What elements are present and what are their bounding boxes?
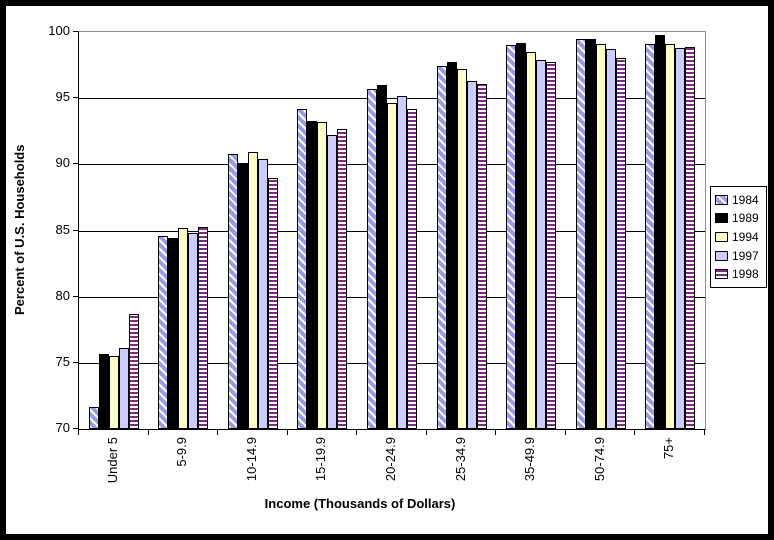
bar-1994-35-49.9 [526, 52, 536, 429]
x-category-label-25-34.9: 25-34.9 [453, 437, 468, 482]
y-tick-label-90: 90 [55, 155, 70, 170]
x-tick-mark [148, 429, 149, 435]
bar-1994-Under 5 [109, 356, 119, 429]
x-category-label-5-9.9: 5-9.9 [174, 437, 189, 467]
x-category-label-10-14.9: 10-14.9 [244, 437, 259, 482]
legend-item-1984: 1984 [711, 194, 766, 206]
bar-1994-50-74.9 [596, 44, 606, 429]
x-tick-mark [217, 429, 218, 435]
bar-1998-Under 5 [129, 314, 139, 429]
legend-item-1994: 1994 [711, 231, 766, 243]
y-tick-label-75: 75 [55, 354, 70, 369]
bar-1994-5-9.9 [178, 228, 188, 429]
x-tick-mark [565, 429, 566, 435]
legend-label: 1997 [732, 248, 759, 263]
bar-1998-20-24.9 [407, 109, 417, 429]
bar-1989-5-9.9 [168, 238, 178, 429]
bar-1997-20-24.9 [397, 96, 407, 429]
y-tick-mark [73, 428, 78, 429]
bar-1997-10-14.9 [258, 159, 268, 429]
bar-1989-Under 5 [99, 354, 109, 429]
y-tick-mark [73, 31, 78, 32]
bar-1994-75+ [665, 44, 675, 429]
y-tick-mark [73, 230, 78, 231]
y-tick-label-70: 70 [55, 420, 70, 435]
legend-swatch-1998 [715, 269, 728, 280]
legend-item-1989: 1989 [711, 212, 766, 224]
x-tick-mark [287, 429, 288, 435]
legend-swatch-1989 [715, 213, 728, 224]
bar-1984-15-19.9 [297, 109, 307, 429]
bar-1984-75+ [645, 44, 655, 429]
bar-1998-10-14.9 [268, 178, 278, 429]
legend-swatch-1997 [715, 250, 728, 261]
legend-label: 1984 [732, 192, 759, 207]
bar-1994-10-14.9 [248, 152, 258, 429]
bar-1998-75+ [685, 47, 695, 429]
legend-label: 1998 [732, 267, 759, 282]
x-tick-mark [78, 429, 79, 435]
bar-1984-25-34.9 [437, 66, 447, 429]
x-tick-mark [426, 429, 427, 435]
bar-1998-5-9.9 [198, 227, 208, 429]
x-category-label-20-24.9: 20-24.9 [383, 437, 398, 482]
bar-1984-5-9.9 [158, 236, 168, 429]
bar-1984-Under 5 [89, 407, 99, 429]
x-tick-mark [495, 429, 496, 435]
bar-1997-25-34.9 [467, 81, 477, 429]
bar-1998-50-74.9 [616, 58, 626, 429]
bar-1997-15-19.9 [327, 135, 337, 429]
x-tick-mark [634, 429, 635, 435]
bar-1989-50-74.9 [586, 39, 596, 429]
x-axis-title: Income (Thousands of Dollars) [264, 496, 456, 511]
y-tick-mark [73, 296, 78, 297]
bar-1994-25-34.9 [457, 69, 467, 429]
x-category-label-Under 5: Under 5 [105, 437, 120, 484]
legend-label: 1989 [732, 211, 759, 226]
bar-1997-Under 5 [119, 348, 129, 429]
bar-1989-15-19.9 [307, 121, 317, 429]
bar-1989-25-34.9 [447, 62, 457, 429]
bar-1998-35-49.9 [546, 62, 556, 429]
bar-1984-20-24.9 [367, 89, 377, 429]
y-tick-mark [73, 362, 78, 363]
bar-1994-20-24.9 [387, 103, 397, 429]
plot-area [78, 31, 706, 430]
y-tick-label-95: 95 [55, 89, 70, 104]
y-tick-mark [73, 163, 78, 164]
x-category-label-15-19.9: 15-19.9 [313, 437, 328, 482]
legend: 1984 1989 1994 1997 1998 [710, 186, 767, 288]
gridline-95 [79, 98, 705, 99]
bar-1998-15-19.9 [337, 129, 347, 429]
bar-1989-10-14.9 [238, 163, 248, 429]
bar-1984-50-74.9 [576, 39, 586, 429]
bar-1997-5-9.9 [188, 233, 198, 429]
y-tick-mark [73, 97, 78, 98]
legend-swatch-1984 [715, 194, 728, 205]
bar-1997-35-49.9 [536, 60, 546, 429]
y-tick-label-85: 85 [55, 222, 70, 237]
x-tick-mark [704, 429, 705, 435]
legend-label: 1994 [732, 229, 759, 244]
y-tick-label-80: 80 [55, 288, 70, 303]
legend-item-1998: 1998 [711, 268, 766, 280]
bar-1997-75+ [675, 48, 685, 429]
x-category-label-50-74.9: 50-74.9 [592, 437, 607, 482]
bar-1989-75+ [655, 35, 665, 429]
bar-1984-10-14.9 [228, 154, 238, 429]
legend-swatch-1994 [715, 231, 728, 242]
bar-1984-35-49.9 [506, 45, 516, 429]
bar-1997-50-74.9 [606, 49, 616, 429]
x-category-label-75+: 75+ [661, 437, 676, 460]
legend-item-1997: 1997 [711, 250, 766, 262]
bar-1998-25-34.9 [477, 84, 487, 429]
x-tick-mark [356, 429, 357, 435]
bar-1989-20-24.9 [377, 85, 387, 429]
y-tick-label-100: 100 [48, 23, 70, 38]
x-category-label-35-49.9: 35-49.9 [522, 437, 537, 482]
bar-1994-15-19.9 [317, 122, 327, 429]
bar-1989-35-49.9 [516, 43, 526, 429]
